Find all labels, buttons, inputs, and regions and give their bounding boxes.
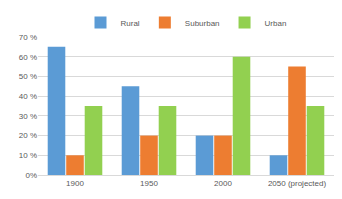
- svg-text:30 %: 30 %: [19, 112, 37, 121]
- svg-text:2000: 2000: [214, 179, 232, 188]
- svg-text:70 %: 70 %: [19, 33, 37, 42]
- svg-text:40 %: 40 %: [19, 92, 37, 101]
- svg-text:Rural: Rural: [121, 19, 140, 28]
- svg-text:Urban: Urban: [265, 19, 287, 28]
- svg-text:Suburban: Suburban: [185, 19, 220, 28]
- svg-text:1900: 1900: [66, 179, 84, 188]
- svg-text:20 %: 20 %: [19, 131, 37, 140]
- svg-text:60 %: 60 %: [19, 53, 37, 62]
- svg-text:2050 (projected): 2050 (projected): [268, 179, 327, 188]
- svg-text:1950: 1950: [140, 179, 158, 188]
- svg-text:10 %: 10 %: [19, 151, 37, 160]
- svg-text:50 %: 50 %: [19, 72, 37, 81]
- svg-text:0%: 0%: [25, 171, 37, 180]
